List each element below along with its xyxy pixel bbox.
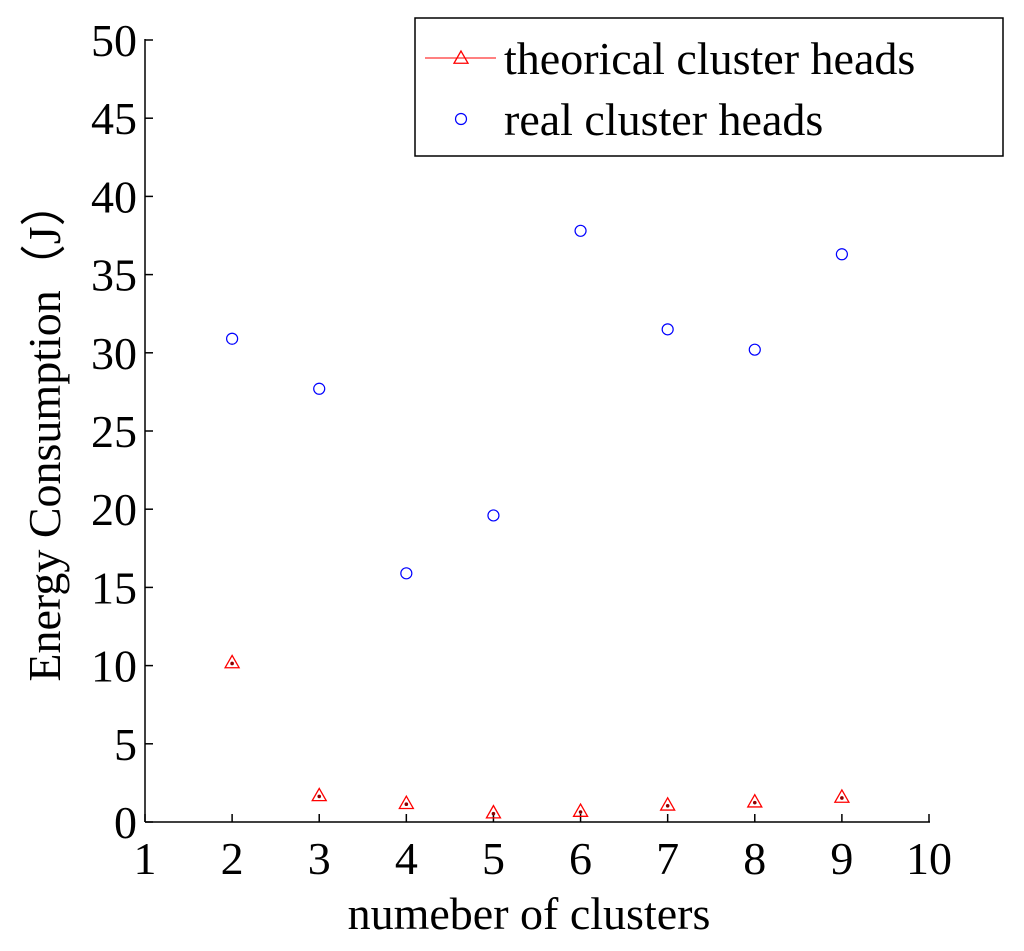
- x-tick-label: 5: [482, 833, 505, 884]
- theoretical-point: [659, 796, 676, 811]
- triangle-marker: [485, 804, 502, 819]
- marker-center-dot: [230, 661, 234, 666]
- real-point: [661, 323, 674, 336]
- legend: theorical cluster heads real cluster head…: [414, 17, 1004, 157]
- marker-center-dot: [665, 803, 670, 808]
- theoretical-point: [311, 787, 328, 802]
- data-points: [223, 224, 851, 819]
- theoretical-point: [223, 654, 241, 669]
- triangle-marker: [833, 788, 851, 803]
- x-tick-label: 9: [830, 833, 853, 884]
- legend-label: real cluster heads: [504, 94, 823, 145]
- x-tick-label: 3: [308, 833, 331, 884]
- y-axis-title: Energy Consumption（J）: [19, 180, 70, 681]
- x-tick-label: 4: [395, 833, 418, 884]
- x-tick-label: 7: [656, 833, 679, 884]
- y-tick-label: 15: [91, 562, 137, 613]
- marker-center-dot: [491, 811, 496, 816]
- triangle-marker: [746, 793, 763, 808]
- triangle-marker: [572, 802, 589, 817]
- y-tick-label: 20: [91, 484, 137, 535]
- y-tick-label: 40: [91, 171, 137, 222]
- real-point: [313, 382, 326, 395]
- marker-center-dot: [752, 800, 757, 805]
- y-tick-label: 30: [91, 328, 137, 379]
- triangle-marker: [398, 794, 415, 810]
- theoretical-point: [485, 804, 502, 819]
- theoretical-point: [572, 802, 589, 817]
- theoretical-point: [746, 793, 763, 808]
- y-tick-label: 10: [91, 641, 137, 692]
- real-point: [748, 343, 761, 356]
- marker-center-dot: [578, 810, 583, 814]
- real-point: [487, 509, 500, 522]
- legend-box: [414, 17, 1004, 157]
- theoretical-point: [398, 794, 415, 810]
- real-point: [400, 567, 413, 580]
- x-tick-label: 10: [906, 833, 952, 884]
- y-tick-label: 45: [91, 93, 137, 144]
- real-point: [226, 332, 239, 345]
- y-tick-label: 50: [91, 15, 137, 66]
- y-tick-label: 25: [91, 406, 137, 457]
- real-point: [574, 224, 587, 237]
- theoretical-point: [833, 788, 851, 803]
- real-point: [835, 248, 848, 261]
- legend-label: theorical cluster heads: [504, 33, 915, 84]
- marker-center-dot: [840, 796, 844, 800]
- x-axis-title: numeber of clusters: [348, 888, 711, 939]
- x-tick-label: 6: [569, 833, 592, 884]
- legend-circle-marker: [454, 112, 468, 126]
- x-tick-label: 8: [743, 833, 766, 884]
- y-tick-label: 35: [91, 250, 137, 301]
- triangle-marker: [659, 796, 676, 811]
- x-tick-label: 1: [134, 833, 157, 884]
- triangle-marker: [223, 654, 241, 669]
- marker-center-dot: [317, 794, 322, 799]
- marker-center-dot: [404, 802, 409, 807]
- y-tick-label: 5: [114, 719, 137, 770]
- legend-entries: theorical cluster heads real cluster head…: [425, 33, 915, 145]
- triangle-marker: [311, 787, 328, 802]
- x-tick-label: 2: [221, 833, 244, 884]
- legend-triangle-marker: [452, 49, 470, 64]
- y-tick-label: 0: [114, 797, 137, 848]
